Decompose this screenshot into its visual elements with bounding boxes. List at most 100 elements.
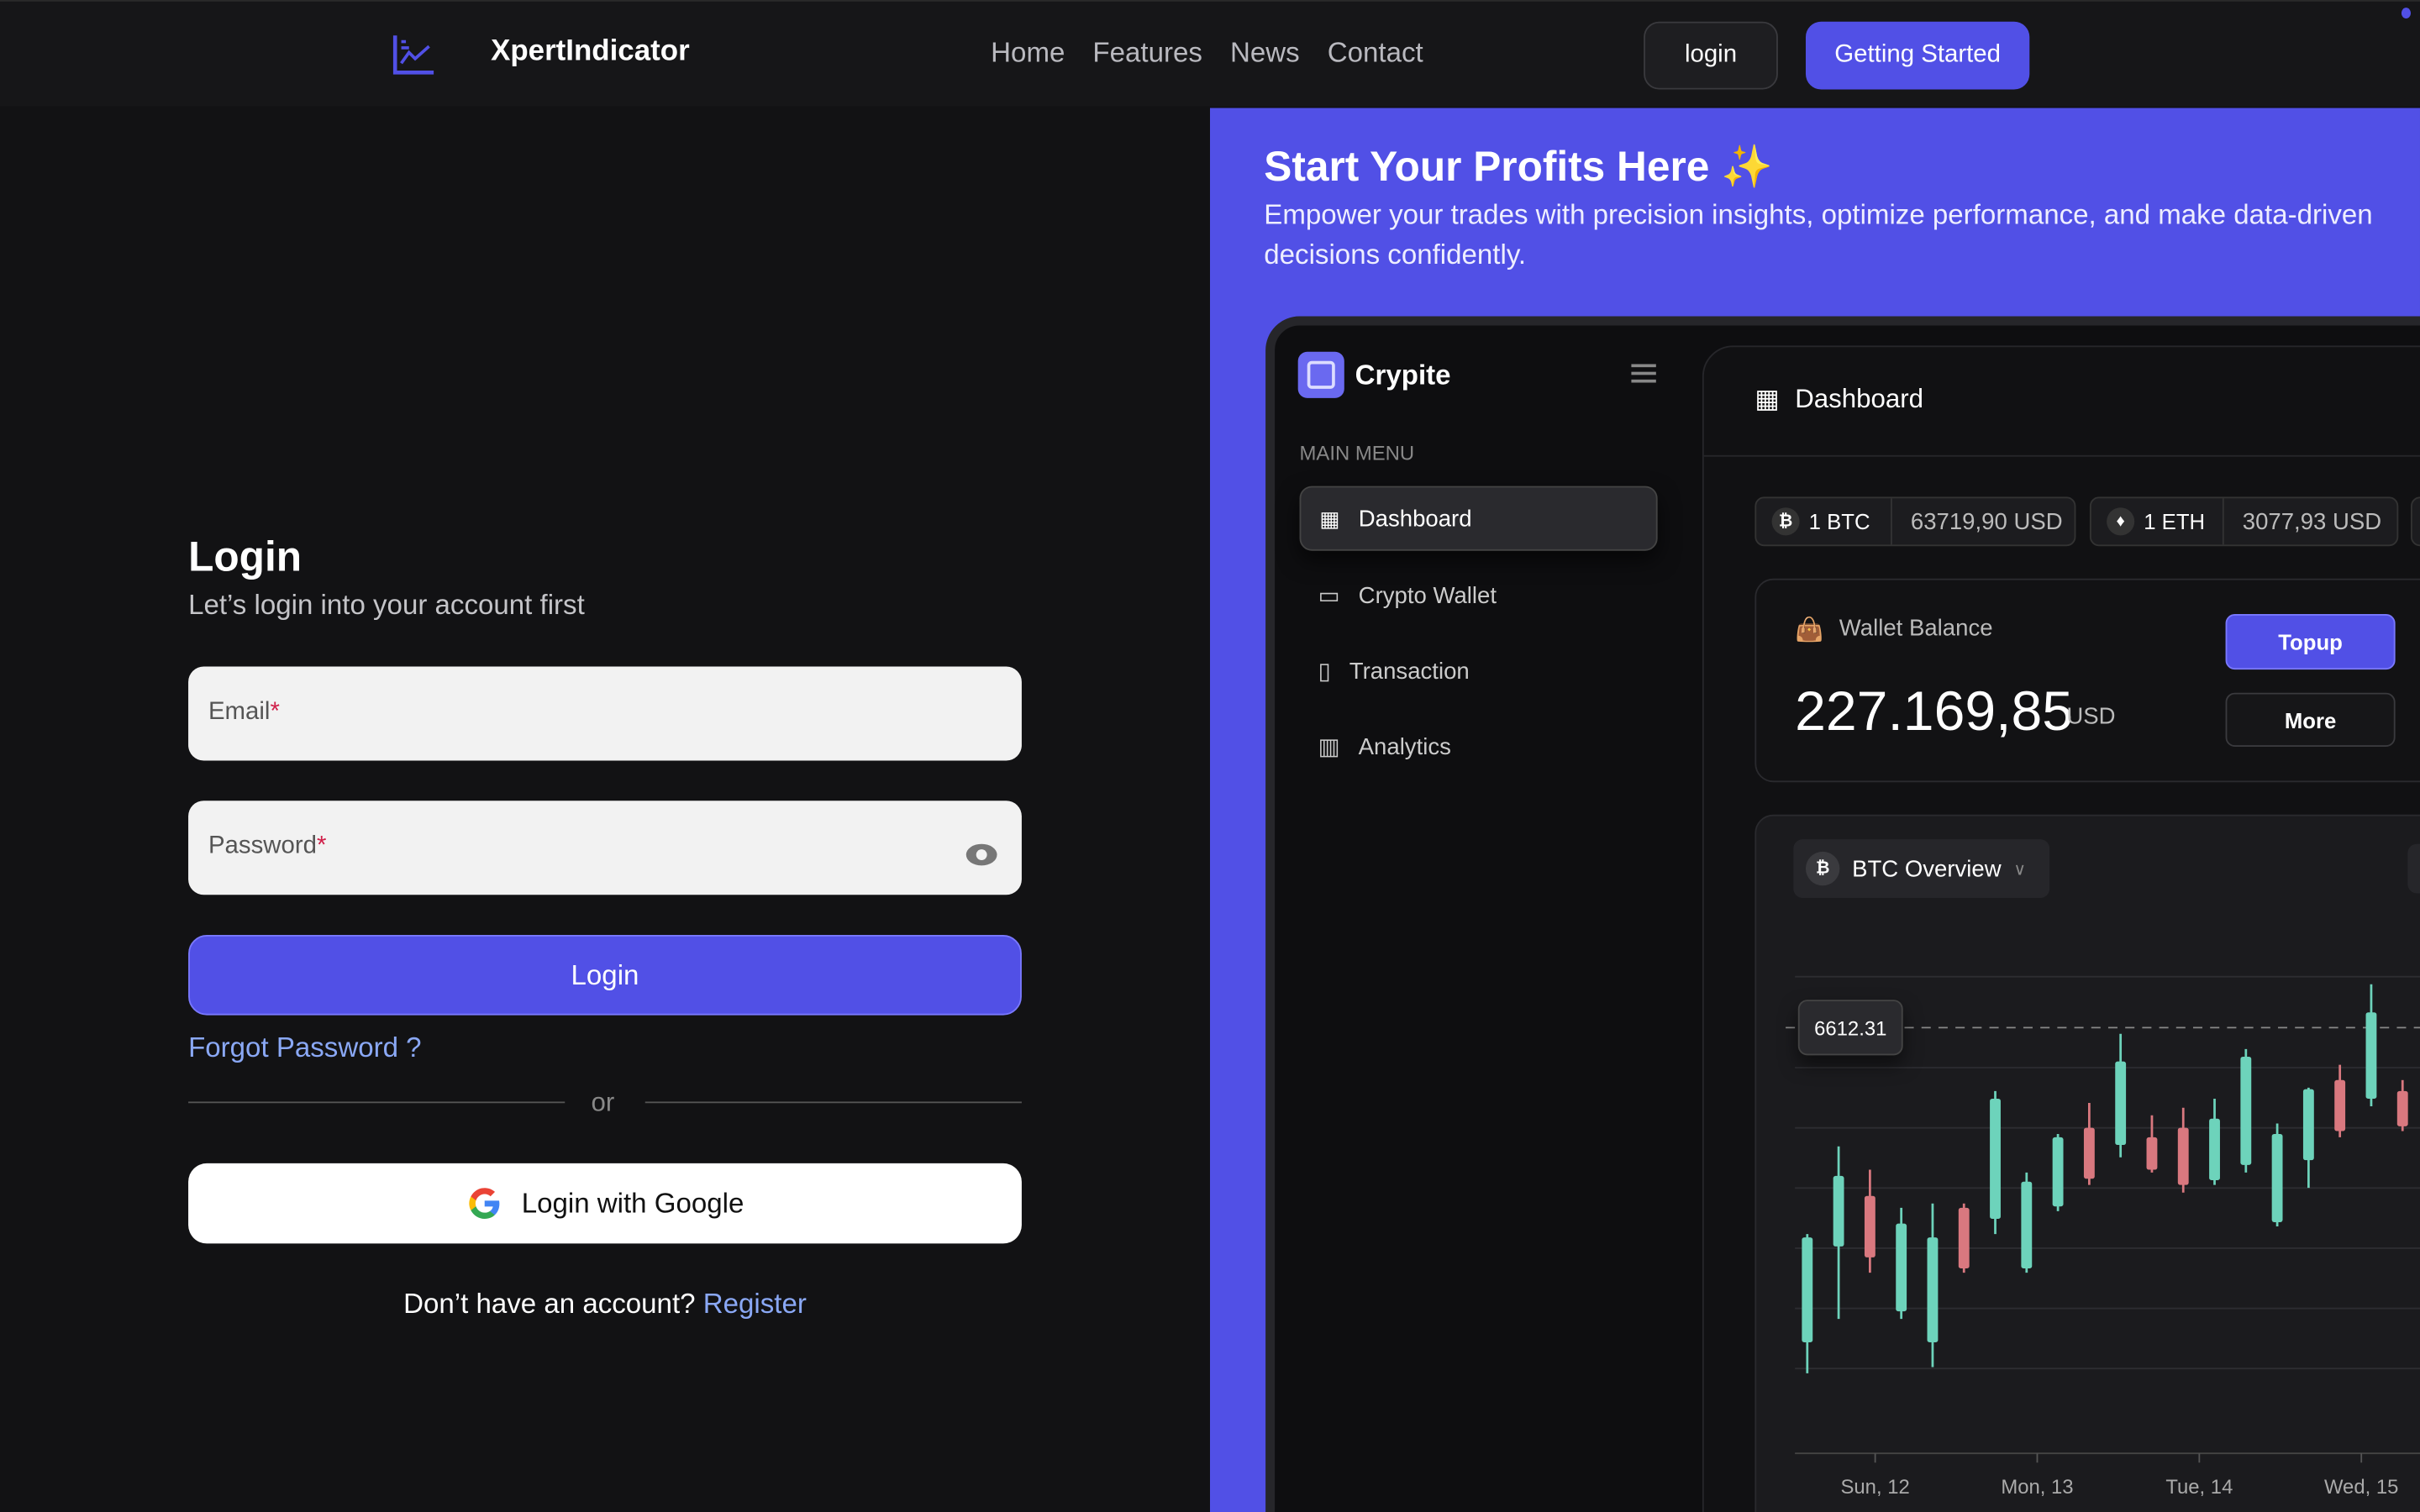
x-tick-label: Wed, 15	[2324, 1476, 2398, 1499]
candle-body	[1990, 1098, 2001, 1219]
grid-icon: ▦	[1319, 505, 1340, 530]
candle-body	[2177, 1127, 2189, 1185]
no-account-text: Don’t have an account?	[403, 1288, 696, 1320]
candle-body	[1896, 1223, 1907, 1312]
sidebar-item-label: Transaction	[1349, 658, 1470, 685]
chart-logo-icon	[392, 35, 434, 75]
sidebar-item-crypto-wallet[interactable]: ▭ Crypto Wallet	[1300, 563, 1658, 627]
candle-body	[2052, 1137, 2064, 1207]
nav-news[interactable]: News	[1229, 37, 1300, 68]
candlestick-chart: Sun, 12 Mon, 13 Tue, 14 Wed, 15	[1786, 975, 2420, 1499]
wallet-amount: 227.169,85	[1795, 679, 2074, 743]
candle-body	[2396, 1090, 2408, 1126]
ethereum-icon: ♦	[2107, 507, 2135, 536]
required-mark: *	[270, 699, 280, 726]
menu-heading: MAIN MENU	[1299, 441, 1415, 465]
indicator-dot	[2401, 8, 2411, 19]
sidebar-item-label: Dashboard	[1358, 505, 1472, 532]
candle-body	[2271, 1133, 2283, 1222]
candle-body	[2209, 1118, 2220, 1180]
candle-body	[2115, 1061, 2127, 1145]
google-login-button[interactable]: Login with Google	[188, 1163, 1022, 1244]
register-link[interactable]: Register	[702, 1288, 807, 1320]
nav-features[interactable]: Features	[1092, 37, 1202, 68]
app-name: Crypite	[1355, 359, 1451, 391]
ticker-btc: ₿ 1 BTC 63719,90 USD	[1754, 496, 2076, 547]
email-label: Email	[208, 699, 271, 726]
nav-contact[interactable]: Contact	[1327, 37, 1423, 68]
wallet-card	[1754, 578, 2420, 783]
topup-button[interactable]: Topup	[2225, 614, 2396, 670]
sidebar-item-transaction[interactable]: ▯ Transaction	[1300, 638, 1658, 703]
divider	[188, 1101, 566, 1104]
nav-home[interactable]: Home	[991, 37, 1065, 68]
x-tick-label: Sun, 12	[1841, 1476, 1910, 1499]
getting-started-button[interactable]: Getting Started	[1805, 21, 2030, 90]
register-row: Don’t have an account? Register	[0, 1289, 1210, 1321]
password-label: Password	[208, 832, 317, 860]
bitcoin-icon: ₿	[1805, 851, 1840, 886]
wallet-label-text: Wallet Balance	[1839, 615, 1993, 643]
price-tooltip: 6612.31	[1797, 1000, 1903, 1056]
ticker-coin: 1 BTC	[1808, 509, 1870, 534]
or-text: or	[591, 1087, 615, 1117]
chart-option-button[interactable]	[2407, 843, 2420, 894]
sidebar-item-label: Analytics	[1358, 733, 1451, 760]
email-field[interactable]: Email*	[188, 666, 1022, 761]
candle-body	[1864, 1195, 1876, 1257]
chart-selector[interactable]: ₿ BTC Overview ∨	[1793, 839, 2050, 898]
forgot-password-link[interactable]: Forgot Password ?	[188, 1032, 422, 1063]
promo-title: Start Your Profits Here ✨	[1264, 143, 1773, 190]
sidebar-item-label: Crypto Wallet	[1358, 582, 1497, 609]
x-tick-label: Mon, 13	[2001, 1476, 2073, 1499]
required-mark: *	[316, 832, 327, 860]
candle-body	[2240, 1056, 2252, 1165]
password-field[interactable]: Password*	[188, 801, 1022, 895]
menu-icon[interactable]	[1631, 364, 1656, 383]
ticker-next	[2410, 496, 2420, 547]
login-subtitle: Let’s login into your account first	[188, 589, 585, 621]
page-title: ▦ Dashboard	[1754, 384, 1923, 415]
candle-body	[1802, 1237, 1813, 1342]
ticker-coin: 1 ETH	[2144, 509, 2206, 534]
login-title: Login	[188, 533, 302, 580]
login-nav-button[interactable]: login	[1644, 21, 1778, 90]
sidebar-item-analytics[interactable]: ▥ Analytics	[1300, 714, 1658, 779]
wallet-label: 👜 Wallet Balance	[1795, 616, 1992, 643]
sidebar-item-dashboard[interactable]: ▦ Dashboard	[1299, 486, 1658, 551]
google-login-label: Login with Google	[521, 1187, 744, 1219]
candle-body	[2365, 1012, 2377, 1099]
crypite-logo-icon	[1297, 351, 1344, 398]
eye-icon[interactable]	[965, 843, 998, 867]
candle-body	[2334, 1079, 2346, 1131]
candle-body	[2083, 1127, 2095, 1179]
wallet-icon: 👜	[1795, 617, 1824, 643]
page-title-text: Dashboard	[1795, 384, 1923, 414]
bitcoin-icon: ₿	[1771, 507, 1800, 536]
analytics-icon: ▥	[1318, 734, 1340, 761]
ticker-value: 63719,90 USD	[1910, 508, 2063, 535]
candle-body	[2021, 1181, 2033, 1268]
top-nav: XpertIndicator Home Features News Contac…	[0, 0, 2420, 107]
login-button[interactable]: Login	[188, 935, 1022, 1016]
divider	[644, 1101, 1022, 1104]
more-button[interactable]: More	[2225, 692, 2396, 747]
promo-subtitle: Empower your trades with precision insig…	[1264, 198, 2373, 270]
wallet-icon: ▭	[1318, 583, 1340, 610]
chevron-down-icon: ∨	[2013, 859, 2027, 879]
candle-body	[2302, 1089, 2314, 1161]
candle-body	[1927, 1237, 1939, 1342]
divider	[1703, 454, 2420, 457]
chart-selector-label: BTC Overview	[1852, 855, 2002, 882]
candle-body	[1958, 1207, 1970, 1268]
wallet-currency: USD	[2066, 703, 2116, 730]
nav-links: Home Features News Contact	[991, 37, 1423, 70]
x-tick-label: Tue, 14	[2165, 1476, 2233, 1499]
ticker-value: 3077,93 USD	[2242, 508, 2382, 535]
candle-body	[2146, 1137, 2158, 1170]
receipt-icon: ▯	[1318, 659, 1331, 685]
ticker-eth: ♦ 1 ETH 3077,93 USD	[2089, 496, 2399, 547]
brand-name: XpertIndicator	[491, 35, 690, 68]
candle-body	[1833, 1175, 1844, 1247]
